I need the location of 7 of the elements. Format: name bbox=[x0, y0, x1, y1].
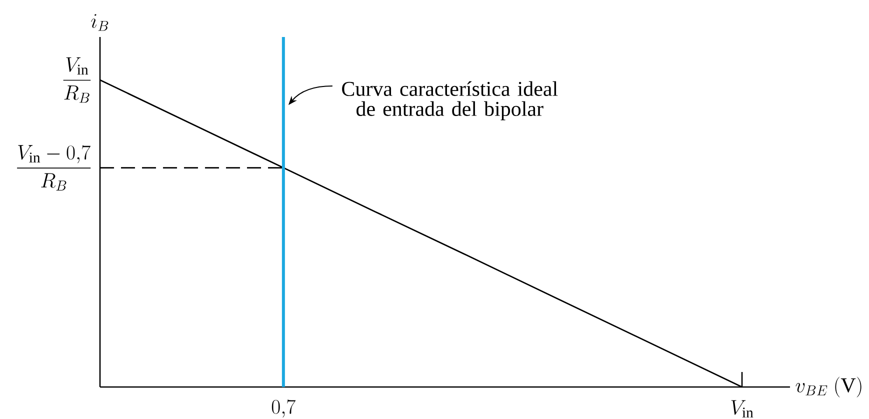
ref-line-label: Curva característica ideal de entrada del bipolar bbox=[342, 81, 558, 120]
x-tick-label: $V_{\mathrm{in}}$ bbox=[731, 400, 754, 418]
x-axis-title: $v_{BE}\ \mathrm{(V)}$ bbox=[796, 376, 862, 398]
y-axis-title: $i_B$ bbox=[91, 14, 108, 31]
text: $\frac{V_{\mathrm{in}}}{R_B}$ bbox=[63, 57, 91, 103]
x-tick-label: $0{,}7$ bbox=[272, 400, 296, 418]
text: $\frac{V_{\mathrm{in}}-0{,}7}{R_B}$ bbox=[17, 145, 91, 190]
